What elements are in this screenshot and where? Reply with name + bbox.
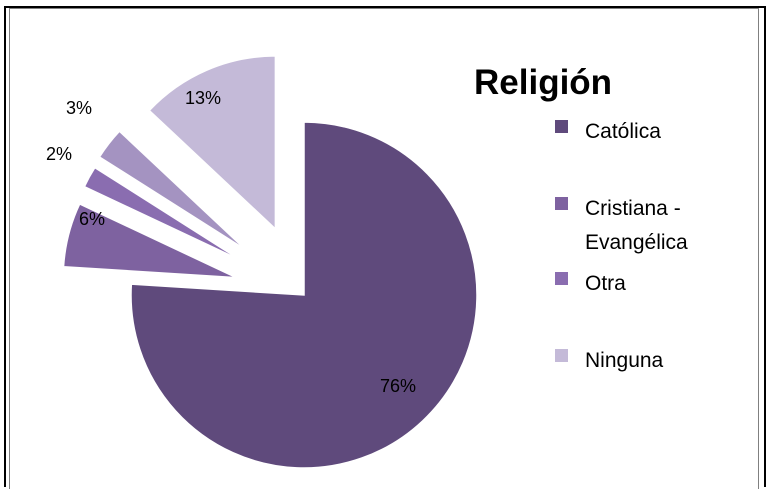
pie-slice-5: [148, 55, 277, 231]
chart-area-border: [9, 8, 759, 489]
data-label-3: 2%: [46, 144, 72, 164]
data-label-5: 13%: [185, 88, 221, 108]
legend-swatch-3: [555, 272, 568, 285]
chart-title: Religión: [474, 63, 612, 102]
legend-swatch-2: [555, 197, 568, 210]
data-label-2: 6%: [79, 209, 105, 229]
pie-slice-4: [98, 130, 247, 251]
pie-slice-1: [130, 121, 478, 469]
chart-legend: Católica Cristiana - Evangélica Otra Ninguna: [555, 120, 688, 372]
legend-swatch-1: [555, 120, 568, 133]
legend-swatch-4: [555, 349, 568, 362]
legend-label-2-line-1: Cristiana -: [585, 197, 681, 220]
legend-label-2-line-2: Evangélica: [585, 231, 688, 254]
pie-slice-2: [62, 202, 237, 279]
pie-slices: [62, 55, 478, 469]
data-label-4: 3%: [66, 98, 92, 118]
data-label-1: 76%: [380, 376, 416, 396]
pie-data-labels: 76% 6% 2% 3% 13%: [46, 88, 416, 396]
legend-label-3: Otra: [585, 272, 626, 295]
pie-slice-3: [83, 166, 242, 261]
legend-label-1: Católica: [585, 120, 661, 143]
legend-label-4: Ninguna: [585, 349, 664, 372]
